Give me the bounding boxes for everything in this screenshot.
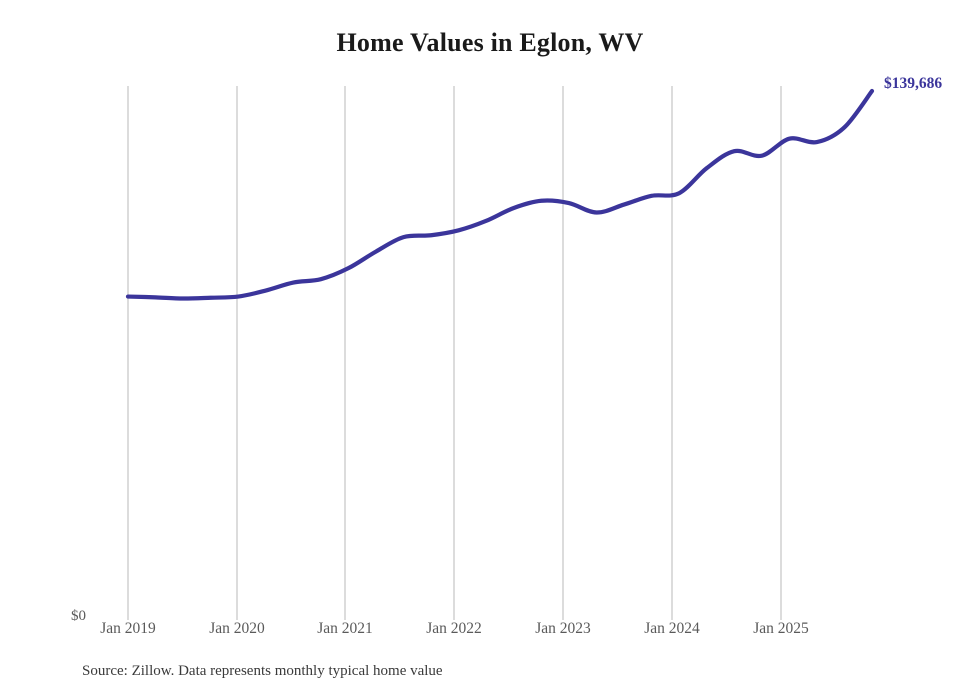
chart-title: Home Values in Eglon, WV: [336, 28, 644, 57]
x-tick-jan-2024: Jan 2024: [644, 620, 700, 637]
y-axis-zero-label: $0: [71, 608, 86, 624]
x-tick-jan-2021: Jan 2021: [317, 620, 373, 637]
gridlines: [127, 86, 782, 620]
x-tick-jan-2023: Jan 2023: [535, 620, 591, 637]
x-tick-jan-2022: Jan 2022: [426, 620, 482, 637]
x-tick-jan-2025: Jan 2025: [753, 620, 809, 637]
x-tick-jan-2019: Jan 2019: [100, 620, 156, 637]
value-line: [125, 88, 875, 301]
x-tick-jan-2020: Jan 2020: [209, 620, 265, 637]
source-note: Source: Zillow. Data represents monthly …: [82, 663, 443, 679]
end-value-annotation: $139,686: [884, 75, 943, 92]
